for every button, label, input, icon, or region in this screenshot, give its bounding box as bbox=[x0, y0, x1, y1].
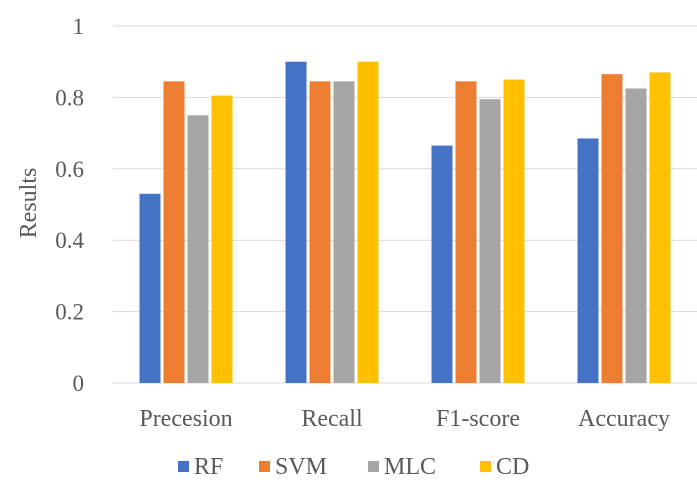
legend-label-svm: SVM bbox=[275, 454, 327, 480]
bar-cd-precesion bbox=[211, 95, 233, 384]
bar-mlc-accuracy bbox=[625, 88, 647, 383]
x-category-label: F1-score bbox=[436, 406, 520, 432]
legend-swatch-svm bbox=[259, 461, 270, 472]
y-tick-label: 0.6 bbox=[55, 157, 84, 182]
legend-swatch-rf bbox=[178, 461, 189, 472]
bar-rf-precesion bbox=[139, 193, 161, 383]
legend-swatch-cd bbox=[480, 461, 491, 472]
bar-rf-f1-score bbox=[431, 145, 453, 383]
y-tick-label: 0.2 bbox=[55, 300, 84, 325]
bar-mlc-f1-score bbox=[479, 99, 501, 383]
bar-mlc-precesion bbox=[187, 115, 209, 383]
gridlines bbox=[113, 25, 697, 384]
bar-mlc-recall bbox=[333, 81, 355, 384]
y-tick-label: 0.4 bbox=[55, 228, 84, 253]
legend-label-mlc: MLC bbox=[384, 454, 436, 480]
legend: RF SVM MLC CD bbox=[178, 454, 529, 480]
y-tick-label: 1 bbox=[73, 14, 85, 39]
y-tick-label: 0 bbox=[73, 371, 85, 396]
bar-rf-recall bbox=[285, 61, 307, 383]
bar-cd-recall bbox=[357, 61, 379, 383]
y-axis-title: Results bbox=[16, 168, 42, 239]
legend-label-rf: RF bbox=[194, 454, 223, 480]
bar-rf-accuracy bbox=[577, 138, 599, 383]
bar-cd-f1-score bbox=[503, 79, 525, 384]
bars bbox=[139, 61, 671, 384]
legend-swatch-mlc bbox=[368, 461, 379, 472]
bar-svm-f1-score bbox=[455, 81, 477, 384]
legend-label-cd: CD bbox=[496, 454, 529, 480]
y-axis-tick-labels: 0 0.2 0.4 0.6 0.8 1 bbox=[55, 14, 84, 396]
bar-svm-recall bbox=[309, 81, 331, 384]
x-category-label: Precesion bbox=[139, 406, 232, 432]
x-axis-category-labels: Precesion Recall F1-score Accuracy bbox=[139, 406, 670, 432]
bar-svm-precesion bbox=[163, 81, 185, 384]
x-category-label: Accuracy bbox=[578, 406, 670, 432]
bar-cd-accuracy bbox=[649, 72, 671, 383]
bar-svm-accuracy bbox=[601, 74, 623, 383]
y-tick-label: 0.8 bbox=[55, 85, 84, 110]
x-category-label: Recall bbox=[301, 406, 363, 432]
